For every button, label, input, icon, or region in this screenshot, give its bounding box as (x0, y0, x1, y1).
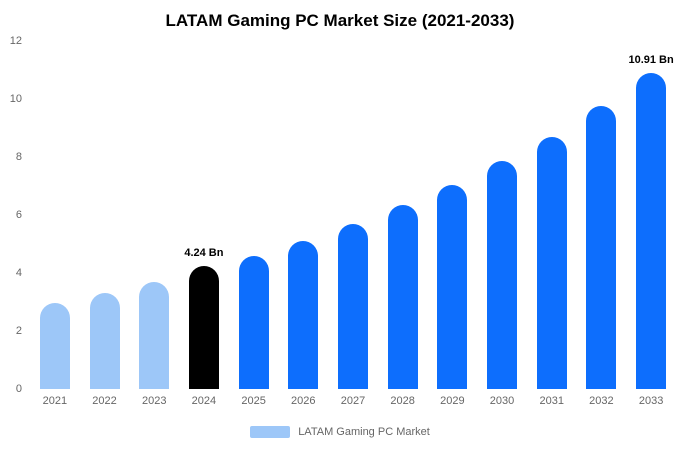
x-tick-label-2032: 2032 (589, 395, 614, 407)
x-tick-label-2023: 2023 (141, 395, 167, 407)
bar-2023 (139, 282, 170, 389)
bar-slot-2023 (129, 41, 179, 389)
bar-2030 (487, 161, 518, 389)
x-tick-label-2030: 2030 (489, 395, 515, 407)
x-tick-label-2031: 2031 (539, 395, 564, 407)
bar-2027 (337, 224, 368, 389)
legend: LATAM Gaming PC Market (0, 426, 680, 438)
x-tick-label-2028: 2028 (390, 395, 415, 407)
plot-area: 4.24 Bn 10.91 Bn (30, 41, 676, 389)
y-axis: 0 2 4 6 8 10 12 (0, 35, 24, 395)
x-tick-label-2027: 2027 (340, 395, 366, 407)
y-tick-label: 0 (15, 383, 22, 395)
y-tick-label: 12 (9, 35, 22, 47)
legend-swatch-icon (250, 426, 291, 438)
bar-slot-2024: 4.24 Bn (179, 41, 229, 389)
x-tick-label-2022: 2022 (92, 395, 117, 407)
bar-slot-2029 (428, 41, 478, 389)
bar-slot-2027 (328, 41, 378, 389)
y-tick-label: 10 (9, 93, 22, 105)
bar-value-label-2033: 10.91 Bn (628, 54, 674, 66)
bar-slot-2033: 10.91 Bn (626, 41, 676, 389)
bar-slot-2021 (30, 41, 80, 389)
y-tick-label: 8 (15, 151, 22, 163)
x-tick-label-2024: 2024 (191, 395, 217, 407)
bar-slot-2026 (278, 41, 328, 389)
y-tick-label: 6 (15, 209, 22, 221)
x-tick-label-2025: 2025 (241, 395, 266, 407)
bar-2033 (636, 73, 667, 389)
bar-2024 (188, 266, 219, 389)
bar-2028 (387, 205, 418, 389)
bar-2026 (288, 241, 319, 389)
bar-slot-2031 (527, 41, 577, 389)
legend-label: LATAM Gaming PC Market (298, 426, 430, 438)
x-tick-label-2021: 2021 (42, 395, 68, 407)
bar-slot-2022 (80, 41, 130, 389)
bar-2025 (238, 256, 269, 389)
y-tick-label: 2 (15, 325, 22, 337)
chart-title: LATAM Gaming PC Market Size (2021-2033) (165, 11, 515, 30)
bar-slot-2030 (477, 41, 527, 389)
bar-2032 (586, 106, 617, 389)
x-axis: 2021 2022 2023 2024 2025 2026 2027 2028 2029 2030… (30, 395, 676, 407)
x-tick-label-2026: 2026 (291, 395, 316, 407)
bar-2022 (89, 293, 120, 389)
x-tick-label-2033: 2033 (638, 395, 664, 407)
bar-2029 (437, 185, 468, 389)
y-tick-label: 4 (15, 267, 22, 279)
bar-value-label-2024: 4.24 Bn (184, 247, 224, 259)
bar-slot-2028 (378, 41, 428, 389)
x-tick-label-2029: 2029 (440, 395, 465, 407)
bar-slot-2032 (577, 41, 627, 389)
bar-2031 (536, 137, 567, 389)
bar-2021 (39, 303, 70, 389)
bar-slot-2025 (229, 41, 279, 389)
